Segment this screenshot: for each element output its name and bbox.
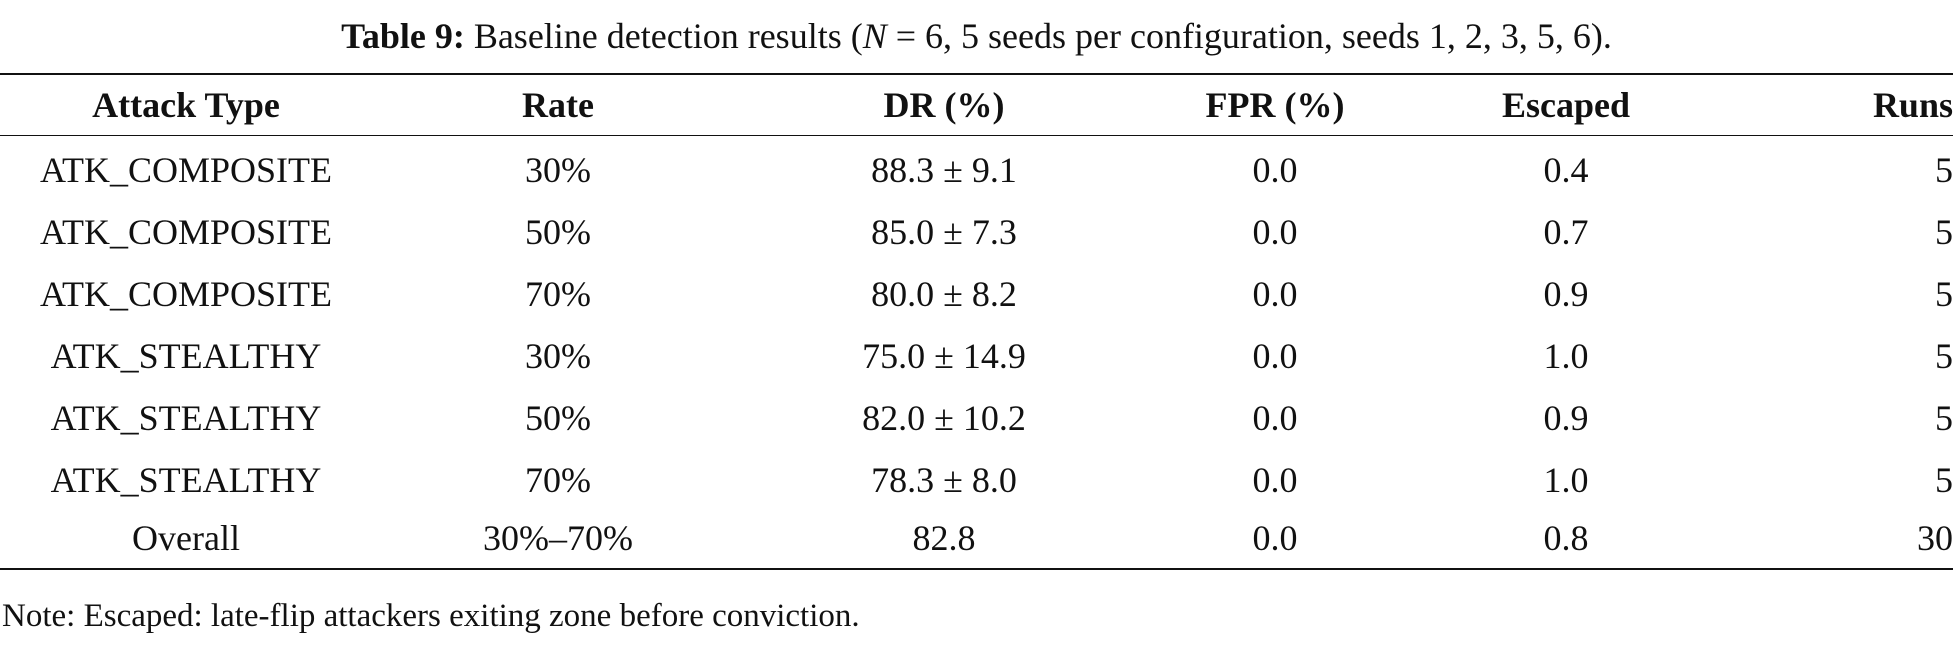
cell-dr: 75.0 ± 14.9 <box>862 336 1026 376</box>
cell-rate: 30% <box>525 336 591 376</box>
cell-rate: 70% <box>525 460 591 500</box>
table-caption-text-after: = 6, 5 seeds per configuration, seeds 1,… <box>886 16 1612 56</box>
cell-runs: 5 <box>1935 460 1953 500</box>
cell-dr: 82.8 <box>912 518 976 558</box>
header-runs: Runs <box>1872 85 1953 125</box>
cell-fpr: 0.0 <box>1252 460 1298 500</box>
cell-dr: 82.0 ± 10.2 <box>862 398 1026 438</box>
cell-dr: 85.0 ± 7.3 <box>871 212 1017 252</box>
cell-attack-type: ATK_STEALTHY <box>50 398 322 438</box>
cell-escaped: 1.0 <box>1543 336 1589 376</box>
cell-escaped: 1.0 <box>1543 460 1589 500</box>
cell-runs: 5 <box>1935 336 1953 376</box>
table-caption: Table 9: Baseline detection results (N =… <box>0 14 1953 58</box>
header-attack-type: Attack Type <box>92 85 280 125</box>
cell-rate: 30% <box>525 150 591 190</box>
cell-rate: 50% <box>525 398 591 438</box>
cell-escaped: 0.4 <box>1543 150 1589 190</box>
cell-dr: 88.3 ± 9.1 <box>871 150 1017 190</box>
cell-attack-type: ATK_STEALTHY <box>50 460 322 500</box>
table-row: ATK_STEALTHY 50% 82.0 ± 10.2 0.0 0.9 5 <box>0 387 1953 449</box>
cell-dr: 78.3 ± 8.0 <box>871 460 1017 500</box>
cell-fpr: 0.0 <box>1252 274 1298 314</box>
cell-fpr: 0.0 <box>1252 398 1298 438</box>
cell-dr: 80.0 ± 8.2 <box>871 274 1017 314</box>
cell-escaped: 0.7 <box>1543 212 1589 252</box>
cell-fpr: 0.0 <box>1252 212 1298 252</box>
results-table: Attack Type Rate DR (%) FPR (%) Escaped … <box>0 75 1953 565</box>
cell-fpr: 0.0 <box>1252 336 1298 376</box>
header-fpr: FPR (%) <box>1205 85 1345 125</box>
table-row: ATK_COMPOSITE 50% 85.0 ± 7.3 0.0 0.7 5 <box>0 201 1953 263</box>
cell-rate: 30%–70% <box>483 518 633 558</box>
table-caption-text-before: Baseline detection results ( <box>464 16 863 56</box>
cell-attack-type: ATK_STEALTHY <box>50 336 322 376</box>
cell-rate: 50% <box>525 212 591 252</box>
table-header-row: Attack Type Rate DR (%) FPR (%) Escaped … <box>0 75 1953 135</box>
cell-runs: 5 <box>1935 150 1953 190</box>
cell-rate: 70% <box>525 274 591 314</box>
header-escaped: Escaped <box>1501 85 1631 125</box>
table-caption-label: Table 9: <box>341 16 465 56</box>
table-row-overall: Overall 30%–70% 82.8 0.0 0.8 30 <box>0 511 1953 565</box>
header-dr: DR (%) <box>883 85 1005 125</box>
header-rate: Rate <box>522 85 594 125</box>
table-row: ATK_STEALTHY 70% 78.3 ± 8.0 0.0 1.0 5 <box>0 449 1953 511</box>
cell-runs: 30 <box>1917 518 1953 558</box>
cell-attack-type: ATK_COMPOSITE <box>39 212 333 252</box>
table-bottom-rule <box>0 568 1953 570</box>
cell-runs: 5 <box>1935 274 1953 314</box>
table-caption-math-variable: N <box>862 16 887 56</box>
cell-attack-type: ATK_COMPOSITE <box>39 150 333 190</box>
table-top-rule <box>0 73 1953 75</box>
cell-escaped: 0.9 <box>1543 274 1589 314</box>
table-note: Note: Escaped: late-flip attackers exiti… <box>2 598 860 634</box>
cell-escaped: 0.8 <box>1543 518 1589 558</box>
table-row: ATK_COMPOSITE 70% 80.0 ± 8.2 0.0 0.9 5 <box>0 263 1953 325</box>
cell-fpr: 0.0 <box>1252 150 1298 190</box>
table-row: ATK_COMPOSITE 30% 88.3 ± 9.1 0.0 0.4 5 <box>0 135 1953 201</box>
cell-runs: 5 <box>1935 398 1953 438</box>
table-row: ATK_STEALTHY 30% 75.0 ± 14.9 0.0 1.0 5 <box>0 325 1953 387</box>
cell-attack-type: ATK_COMPOSITE <box>39 274 333 314</box>
cell-escaped: 0.9 <box>1543 398 1589 438</box>
cell-fpr: 0.0 <box>1252 518 1298 558</box>
table-header-rule <box>0 135 1953 136</box>
cell-attack-type: Overall <box>132 518 240 558</box>
cell-runs: 5 <box>1935 212 1953 252</box>
